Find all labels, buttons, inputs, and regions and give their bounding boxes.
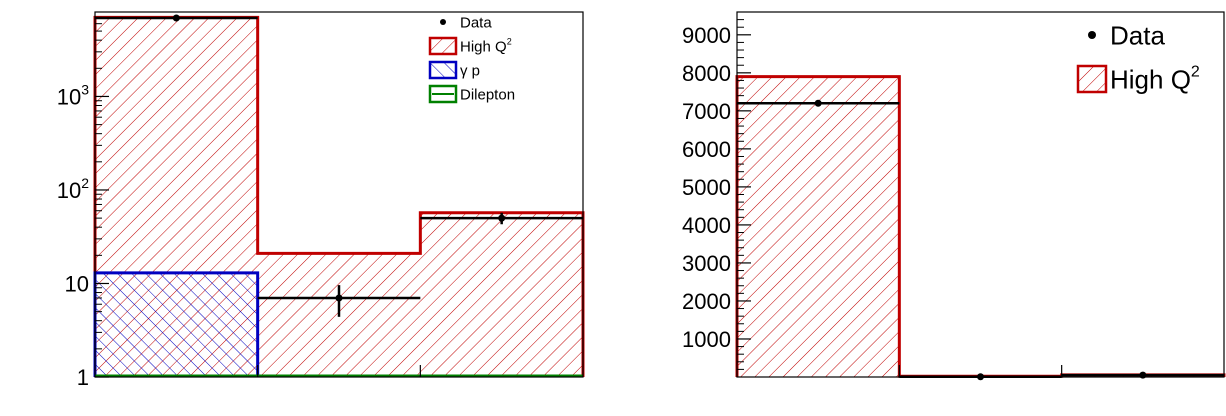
y-tick-label-base-2: 10 [57,178,81,203]
y-tick-label-0: 1000 [682,327,731,352]
series-2-bar-fill-0 [95,272,258,377]
legend-label-1: High Q2 [460,37,512,56]
legend-label-0: Data [460,14,492,31]
legend-label-3: Dilepton [460,86,515,103]
legend-label-1: High Q2 [1110,64,1200,95]
legend-swatch-2 [428,60,458,80]
y-tick-label-3: 103 [57,81,89,109]
y-tick-label-8: 9000 [682,23,731,48]
y-tick-label-base-5: 6000 [682,137,731,162]
y-tick-label-sup-2: 2 [81,175,89,191]
y-tick-label-base-2: 3000 [682,251,731,276]
y-tick-label-2: 102 [57,175,89,203]
data-point-1 [335,294,343,302]
y-tick-label-base-8: 9000 [682,23,731,48]
y-tick-label-base-7: 8000 [682,61,731,86]
y-tick-label-4: 5000 [682,175,731,200]
legend-marker-0 [440,19,446,25]
y-tick-label-2: 3000 [682,251,731,276]
legend-label-text-2: γ p [460,62,480,79]
series-1-bar-fill-2 [420,212,583,377]
y-tick-label-base-0: 1000 [682,327,731,352]
data-point-0 [814,99,822,107]
y-tick-label-5: 6000 [682,137,731,162]
y-tick-label-3: 4000 [682,213,731,238]
y-tick-label-0: 1 [77,365,89,390]
legend-label-sup-1: 2 [507,37,512,47]
data-point-0 [172,14,180,22]
legend-label-sup-1: 2 [1191,64,1200,81]
series-1-bar-fill-0 [737,76,900,378]
y-tick-label-base-6: 7000 [682,99,731,124]
y-tick-label-1: 2000 [682,289,731,314]
legend-swatch-3 [428,84,458,104]
legend-label-text-1: High Q [1110,64,1191,94]
legend-label-0: Data [1110,20,1165,50]
y-tick-label-base-1: 2000 [682,289,731,314]
y-tick-label-base-0: 1 [77,365,89,390]
y-tick-label-base-3: 10 [57,84,81,109]
legend-label-text-1: High Q [460,38,507,55]
legend-swatch-1 [428,36,458,56]
data-point-2 [498,214,506,222]
y-tick-label-base-3: 4000 [682,213,731,238]
legend-label-2: γ p [460,62,480,79]
y-tick-label-1: 10 [65,271,89,296]
legend-label-text-3: Dilepton [460,86,515,103]
y-tick-label-7: 8000 [682,61,731,86]
y-tick-label-6: 7000 [682,99,731,124]
legend-swatch-1 [1076,64,1108,94]
right-chart-panel: 1000 2000 3000 4000 5000 6000 7000 8000 9000 Data… [682,11,1226,381]
y-tick-label-base-1: 10 [65,271,89,296]
y-tick-label-sup-3: 3 [81,81,89,97]
legend-label-text-0: Data [460,14,492,31]
y-tick-label-base-4: 5000 [682,175,731,200]
legend-label-text-0: Data [1110,20,1165,50]
legend-marker-0 [1088,31,1096,39]
